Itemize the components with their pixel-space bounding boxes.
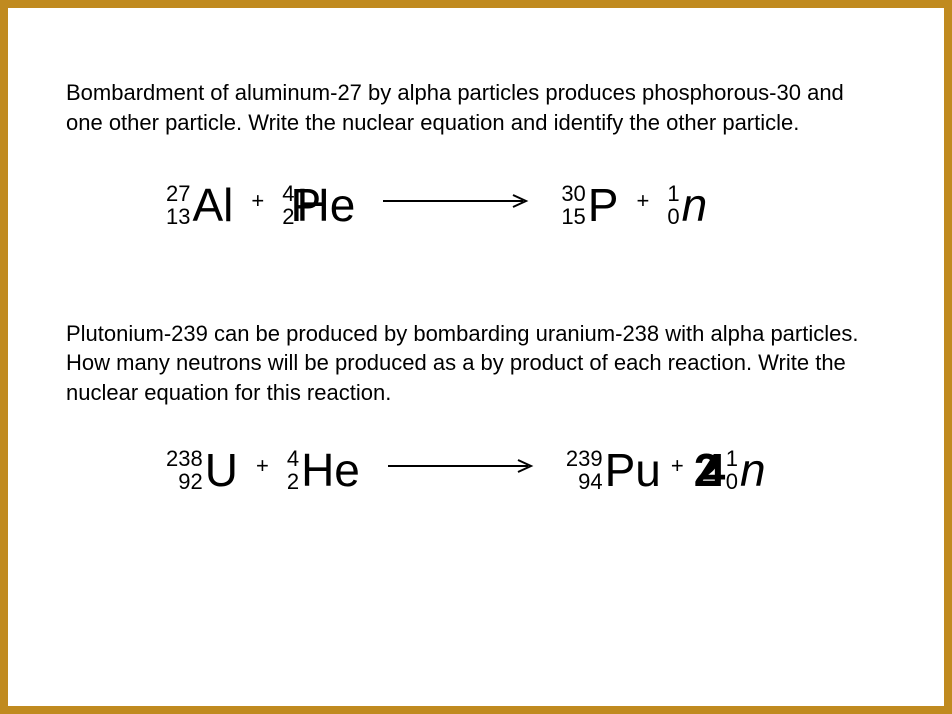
- neutron-coefficient: 2 4: [694, 443, 722, 497]
- problem2-text: Plutonium-239 can be produced by bombard…: [66, 319, 886, 408]
- atomic-number: 92: [178, 470, 202, 493]
- equation2: 238 92 U + 4 2 He 239 94 Pu: [166, 443, 886, 497]
- nuclide-neutron-b: 1 0 n: [726, 447, 766, 493]
- mass-number: 27: [166, 182, 190, 205]
- atomic-number: 94: [578, 470, 602, 493]
- atomic-number: 0: [667, 205, 679, 228]
- element-symbol: U: [205, 447, 238, 493]
- reaction-arrow: [388, 459, 538, 473]
- element-symbol: He: [301, 447, 360, 493]
- slide-frame: Bombardment of aluminum-27 by alpha part…: [0, 0, 952, 714]
- atomic-number: 13: [166, 205, 190, 228]
- mass-number: 1: [726, 447, 738, 470]
- nuclide-pu239: 239 94 Pu: [566, 447, 661, 493]
- atomic-number: 2: [287, 470, 299, 493]
- nuclide-p30: 30 15 P: [561, 182, 618, 228]
- mass-number: 4: [287, 447, 299, 470]
- element-symbol: He P: [297, 182, 356, 228]
- plus-sign: +: [671, 453, 684, 479]
- plus-sign: +: [251, 188, 264, 214]
- equation1: 27 13 Al + 4 2 He P 30: [166, 182, 886, 228]
- element-symbol: P: [588, 182, 619, 228]
- plus-sign: +: [256, 453, 269, 479]
- element-symbol: Al: [192, 182, 233, 228]
- nuclide-al27: 27 13 Al: [166, 182, 233, 228]
- reaction-arrow: [383, 194, 533, 208]
- plus-sign: +: [636, 188, 649, 214]
- overlay-p: P: [291, 182, 322, 228]
- problem1-text: Bombardment of aluminum-27 by alpha part…: [66, 78, 886, 137]
- mass-number: 238: [166, 447, 203, 470]
- atomic-number: 0: [726, 470, 738, 493]
- element-symbol: n: [682, 182, 708, 228]
- nuclide-he4: 4 2 He P: [282, 182, 355, 228]
- element-symbol: n: [740, 447, 766, 493]
- nuclide-he4-b: 4 2 He: [287, 447, 360, 493]
- mass-number: 30: [561, 182, 585, 205]
- mass-number: 1: [667, 182, 679, 205]
- nuclide-neutron: 1 0 n: [667, 182, 707, 228]
- atomic-number: 15: [561, 205, 585, 228]
- element-symbol: Pu: [605, 447, 661, 493]
- nuclide-u238: 238 92 U: [166, 447, 238, 493]
- coef-char2: 4: [700, 443, 726, 497]
- mass-number: 239: [566, 447, 603, 470]
